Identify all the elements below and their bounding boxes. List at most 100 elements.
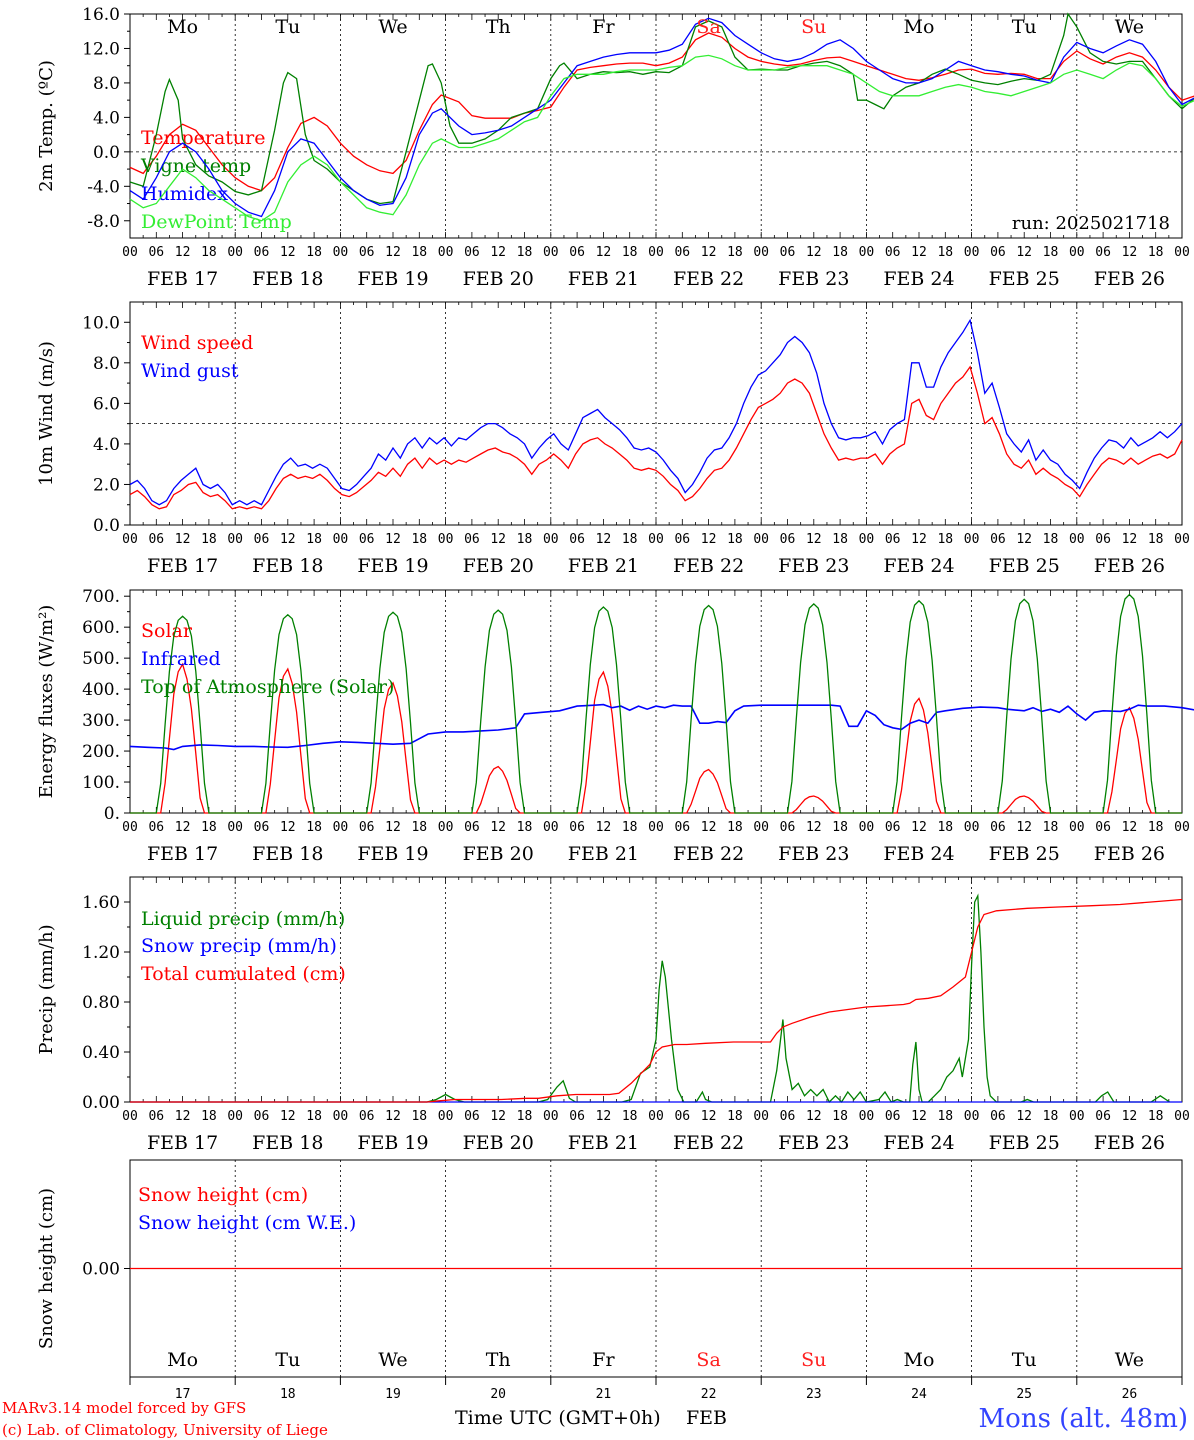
y-tick-label: 4.0 bbox=[93, 435, 120, 455]
hour-label: 06 bbox=[780, 245, 796, 260]
date-label: FEB 25 bbox=[989, 1132, 1060, 1154]
lab-credit: (c) Lab. of Climatology, University of L… bbox=[2, 1421, 328, 1439]
hour-label: 00 bbox=[227, 245, 243, 260]
date-label: FEB 21 bbox=[568, 843, 639, 865]
date-label: FEB 19 bbox=[357, 268, 428, 290]
hour-label: 18 bbox=[622, 245, 638, 260]
hour-label: 00 bbox=[227, 532, 243, 547]
hour-label: 06 bbox=[885, 245, 901, 260]
y-tick-label: 700. bbox=[82, 587, 120, 607]
legend-label: Snow precip (mm/h) bbox=[141, 935, 337, 957]
x-axis-month: FEB bbox=[686, 1407, 727, 1429]
day-number: 23 bbox=[806, 1387, 822, 1402]
hour-label: 18 bbox=[1148, 820, 1164, 835]
hour-label: 12 bbox=[911, 532, 927, 547]
hour-label: 18 bbox=[517, 245, 533, 260]
y-tick-label: 12.0 bbox=[82, 39, 120, 59]
hour-label: 06 bbox=[674, 532, 690, 547]
hour-label: 18 bbox=[517, 1109, 533, 1124]
hour-label: 18 bbox=[306, 245, 322, 260]
hour-label: 12 bbox=[596, 532, 612, 547]
hour-label: 18 bbox=[832, 1109, 848, 1124]
hour-label: 00 bbox=[964, 820, 980, 835]
hour-label: 00 bbox=[753, 820, 769, 835]
day-name-top: Tu bbox=[275, 16, 300, 38]
hour-label: 06 bbox=[569, 820, 585, 835]
hour-label: 18 bbox=[1043, 245, 1059, 260]
day-number: 18 bbox=[280, 1387, 296, 1402]
hour-label: 18 bbox=[1043, 820, 1059, 835]
hour-label: 12 bbox=[1016, 1109, 1032, 1124]
day-number: 21 bbox=[596, 1387, 612, 1402]
hour-label: 06 bbox=[569, 1109, 585, 1124]
y-tick-label: 4.0 bbox=[93, 108, 120, 128]
hour-label: 18 bbox=[306, 532, 322, 547]
hour-label: 12 bbox=[911, 245, 927, 260]
day-name-bottom: Su bbox=[801, 1349, 826, 1371]
hour-label: 00 bbox=[1069, 532, 1085, 547]
hour-label: 18 bbox=[832, 245, 848, 260]
hour-label: 12 bbox=[175, 820, 191, 835]
y-tick-label: 10.0 bbox=[82, 313, 120, 333]
hour-label: 18 bbox=[727, 245, 743, 260]
hour-label: 12 bbox=[490, 1109, 506, 1124]
hour-label: 00 bbox=[753, 532, 769, 547]
hour-label: 06 bbox=[780, 532, 796, 547]
legend-label: Wind speed bbox=[141, 332, 253, 354]
hour-label: 00 bbox=[859, 820, 875, 835]
y-tick-label: 0.00 bbox=[82, 1093, 120, 1113]
day-name-bottom: Sa bbox=[696, 1349, 720, 1371]
date-label: FEB 17 bbox=[147, 268, 218, 290]
hour-label: 00 bbox=[1174, 245, 1190, 260]
hour-label: 18 bbox=[1043, 1109, 1059, 1124]
date-label: FEB 25 bbox=[989, 268, 1060, 290]
hour-label: 06 bbox=[148, 820, 164, 835]
hour-label: 00 bbox=[1069, 1109, 1085, 1124]
hour-label: 00 bbox=[122, 532, 138, 547]
y-tick-label: 600. bbox=[82, 618, 120, 638]
date-label: FEB 22 bbox=[673, 843, 744, 865]
hour-label: 12 bbox=[806, 245, 822, 260]
series-line-total-cumulated-cm- bbox=[130, 898, 1183, 1103]
hour-label: 06 bbox=[780, 820, 796, 835]
model-credit: MARv3.14 model forced by GFS bbox=[2, 1399, 246, 1417]
hour-label: 06 bbox=[1095, 820, 1111, 835]
date-label: FEB 22 bbox=[673, 268, 744, 290]
hour-label: 12 bbox=[385, 245, 401, 260]
legend-label: Wind gust bbox=[141, 360, 239, 382]
hour-label: 06 bbox=[254, 245, 270, 260]
y-axis-label: 2m Temp. (ºC) bbox=[36, 60, 57, 192]
hour-label: 00 bbox=[543, 245, 559, 260]
series-line-wind-speed bbox=[129, 365, 1183, 510]
date-label: FEB 26 bbox=[1094, 1132, 1165, 1154]
legend-label: Temperature bbox=[141, 127, 265, 149]
day-number: 17 bbox=[175, 1387, 191, 1402]
hour-label: 12 bbox=[701, 532, 717, 547]
hour-label: 12 bbox=[701, 245, 717, 260]
hour-label: 06 bbox=[674, 820, 690, 835]
hour-label: 12 bbox=[596, 245, 612, 260]
date-label: FEB 20 bbox=[463, 1132, 534, 1154]
series-line-humidex bbox=[129, 17, 1194, 218]
hour-label: 18 bbox=[727, 1109, 743, 1124]
y-tick-label: 16.0 bbox=[82, 5, 120, 25]
hour-label: 00 bbox=[333, 1109, 349, 1124]
y-tick-label: 8.0 bbox=[93, 74, 120, 94]
hour-label: 06 bbox=[1095, 532, 1111, 547]
y-tick-label: 0.40 bbox=[82, 1043, 120, 1063]
hour-label: 12 bbox=[175, 245, 191, 260]
day-name-bottom: Mo bbox=[904, 1349, 935, 1371]
hour-label: 06 bbox=[359, 532, 375, 547]
y-tick-label: 1.20 bbox=[82, 943, 120, 963]
hour-label: 12 bbox=[385, 1109, 401, 1124]
hour-label: 00 bbox=[964, 1109, 980, 1124]
hour-label: 18 bbox=[727, 820, 743, 835]
date-label: FEB 19 bbox=[357, 843, 428, 865]
hour-label: 12 bbox=[806, 820, 822, 835]
hour-label: 18 bbox=[201, 1109, 217, 1124]
date-label: FEB 21 bbox=[568, 1132, 639, 1154]
hour-label: 12 bbox=[596, 820, 612, 835]
y-axis-label: Precip (mm/h) bbox=[36, 924, 57, 1054]
hour-label: 12 bbox=[1016, 245, 1032, 260]
date-label: FEB 19 bbox=[357, 555, 428, 577]
